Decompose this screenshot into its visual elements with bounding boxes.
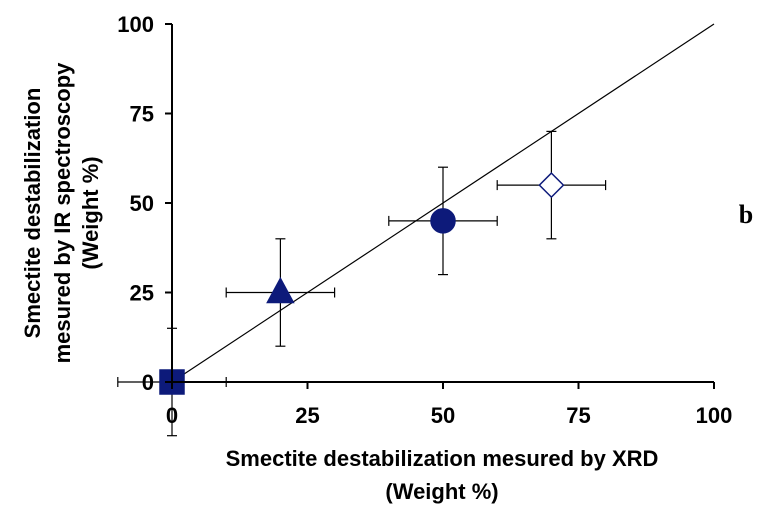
x-axis-title-line-2: (Weight %)	[385, 479, 498, 504]
panel-label: b	[739, 200, 753, 229]
y-axis-title-line-2: mesured by IR spectroscopy	[50, 62, 75, 364]
x-tick-label: 25	[295, 403, 319, 428]
y-axis-title-line-3: (Weight %)	[78, 156, 103, 269]
circle-marker	[430, 208, 456, 234]
diamond-marker	[538, 172, 565, 199]
y-tick-label: 0	[142, 370, 154, 395]
x-tick-label: 0	[166, 403, 178, 428]
x-tick-label: 50	[431, 403, 455, 428]
x-tick-label: 100	[696, 403, 733, 428]
y-axis-title-line-1: Smectite destabilization	[20, 88, 45, 339]
y-tick-label: 25	[130, 281, 154, 306]
y-tick-label: 75	[130, 102, 154, 127]
triangle-marker	[266, 276, 295, 304]
y-tick-label: 100	[117, 12, 154, 37]
y-tick-label: 50	[130, 191, 154, 216]
x-tick-label: 75	[566, 403, 590, 428]
x-axis-title-line-1: Smectite destabilization mesured by XRD	[226, 446, 659, 471]
